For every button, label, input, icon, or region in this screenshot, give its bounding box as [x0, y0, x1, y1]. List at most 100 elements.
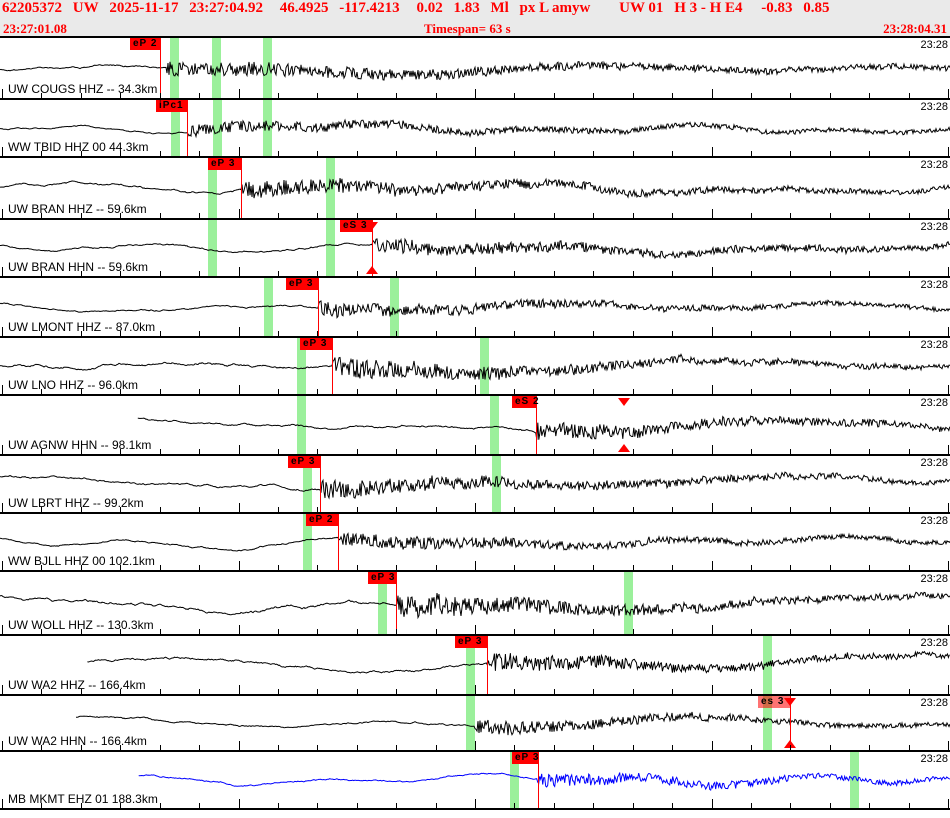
trace-panel[interactable]: eP 3 MB MKMT EHZ 01 188.3km 23:28	[0, 752, 950, 810]
time-tick-minor	[869, 507, 870, 512]
time-tick-minor	[436, 803, 437, 808]
time-tick-minor	[869, 745, 870, 750]
pick-line[interactable]	[487, 636, 488, 694]
pick-label[interactable]: eP 2	[306, 514, 338, 526]
time-tick-minor	[593, 689, 594, 694]
time-tick-major	[239, 209, 240, 218]
time-tick-minor	[120, 271, 121, 276]
time-tick-minor	[357, 449, 358, 454]
time-tick-minor	[869, 389, 870, 394]
time-tick-minor	[790, 803, 791, 808]
time-tick-minor	[41, 331, 42, 336]
trace-panel[interactable]: eS 2 UW AGNW HHN -- 98.1km 23:28	[0, 396, 950, 456]
time-tick-minor	[41, 271, 42, 276]
waveform	[137, 415, 950, 440]
pick-label[interactable]: eP 3	[300, 338, 332, 350]
trace-panel[interactable]: eS 3 UW BRAN HHN -- 59.6km 23:28	[0, 220, 950, 278]
pick-label[interactable]: es 3	[758, 696, 790, 708]
time-tick-minor	[199, 331, 200, 336]
pick-label[interactable]: eP 3	[512, 752, 538, 764]
pick-line[interactable]	[396, 572, 397, 634]
pick-line[interactable]	[536, 396, 537, 454]
time-tick-minor	[317, 213, 318, 218]
pick-line[interactable]	[241, 158, 242, 218]
time-tick-major	[2, 625, 3, 634]
time-tick-minor	[869, 93, 870, 98]
time-tick-minor	[41, 389, 42, 394]
pick-label[interactable]: eP 3	[455, 636, 487, 648]
window-band	[763, 696, 772, 750]
pick-label[interactable]: eP 3	[208, 158, 241, 170]
trace-panel[interactable]: eP 3 UW WOLL HHZ -- 130.3km 23:28	[0, 572, 950, 636]
time-tick-minor	[396, 745, 397, 750]
pick-label[interactable]: eP 3	[368, 572, 396, 584]
time-tick-minor	[41, 629, 42, 634]
pick-line[interactable]	[338, 514, 339, 570]
time-tick-minor	[790, 507, 791, 512]
time-tick-minor	[790, 689, 791, 694]
pick-line[interactable]	[332, 338, 333, 394]
pick-line[interactable]	[372, 220, 373, 276]
time-tick-minor	[909, 389, 910, 394]
trace-panel[interactable]: eP 2 WW BJLL HHZ 00 102.1km 23:28	[0, 514, 950, 572]
station-label: UW LNO HHZ -- 96.0km	[8, 378, 139, 392]
pick-line[interactable]	[320, 456, 321, 512]
event-header-text: 62205372 UW 2025-11-17 23:27:04.92 46.49…	[2, 0, 837, 17]
time-tick-minor	[672, 803, 673, 808]
time-tick-major	[475, 89, 476, 98]
time-tick-minor	[278, 803, 279, 808]
pick-line[interactable]	[187, 100, 188, 156]
trace-panel[interactable]: eP 3 UW LBRT HHZ -- 99.2km 23:28	[0, 456, 950, 514]
station-label: UW BRAN HHZ -- 59.6km	[8, 202, 147, 216]
station-label: WW BJLL HHZ 00 102.1km	[8, 554, 155, 568]
pick-line[interactable]	[790, 696, 791, 750]
trace-panel[interactable]: eP 3 UW BRAN HHZ -- 59.6km 23:28	[0, 158, 950, 220]
time-tick-minor	[396, 389, 397, 394]
time-tick-major	[2, 385, 3, 394]
pick-label[interactable]: eP 3	[286, 278, 318, 290]
waveform	[0, 118, 950, 139]
time-tick-minor	[278, 507, 279, 512]
pick-label[interactable]: iPc1	[156, 100, 187, 112]
time-tick-major	[948, 561, 949, 570]
time-tick-major	[712, 327, 713, 336]
time-tick-minor	[514, 689, 515, 694]
trace-panel[interactable]: iPc1 WW TBID HHZ 00 44.3km 23:28	[0, 100, 950, 158]
time-tick-minor	[120, 389, 121, 394]
time-tick-minor	[830, 507, 831, 512]
pick-line[interactable]	[538, 752, 539, 808]
trace-panel[interactable]: eP 3 UW LNO HHZ -- 96.0km 23:28	[0, 338, 950, 396]
time-tick-minor	[396, 689, 397, 694]
trace-panel[interactable]: eP 3 UW WA2 HHZ -- 166.4km 23:28	[0, 636, 950, 696]
panel-time-label: 23:28	[920, 573, 948, 585]
time-tick-minor	[436, 331, 437, 336]
trace-panel[interactable]: eP 3 UW LMONT HHZ -- 87.0km 23:28	[0, 278, 950, 338]
waveform	[138, 772, 950, 791]
time-tick-minor	[396, 331, 397, 336]
time-tick-minor	[120, 507, 121, 512]
trace-panel-stack[interactable]: eP 2 UW COUGS HHZ -- 34.3km 23:28 iPc1 WW TB…	[0, 36, 950, 818]
panel-time-label: 23:28	[920, 339, 948, 351]
pick-label[interactable]: eP 2	[130, 38, 160, 50]
time-tick-minor	[199, 745, 200, 750]
event-id: 62205372	[2, 0, 62, 16]
time-tick-minor	[120, 151, 121, 156]
time-tick-major	[2, 741, 3, 750]
pick-label[interactable]: eS 3	[340, 220, 372, 232]
station-label: UW WOLL HHZ -- 130.3km	[8, 618, 154, 632]
pick-line[interactable]	[318, 278, 319, 336]
time-tick-minor	[514, 213, 515, 218]
trace-panel[interactable]: eP 2 UW COUGS HHZ -- 34.3km 23:28	[0, 36, 950, 100]
time-tick-minor	[672, 213, 673, 218]
panel-time-label: 23:28	[920, 515, 948, 527]
pick-label[interactable]: eP 3	[288, 456, 320, 468]
time-tick-minor	[554, 271, 555, 276]
time-tick-major	[712, 741, 713, 750]
pick-line[interactable]	[160, 38, 161, 98]
time-tick-minor	[317, 449, 318, 454]
time-tick-minor	[357, 803, 358, 808]
time-tick-minor	[633, 331, 634, 336]
time-tick-minor	[869, 331, 870, 336]
pick-label[interactable]: eS 2	[512, 396, 539, 408]
trace-panel[interactable]: es 3 UW WA2 HHN -- 166.4km 23:28	[0, 696, 950, 752]
